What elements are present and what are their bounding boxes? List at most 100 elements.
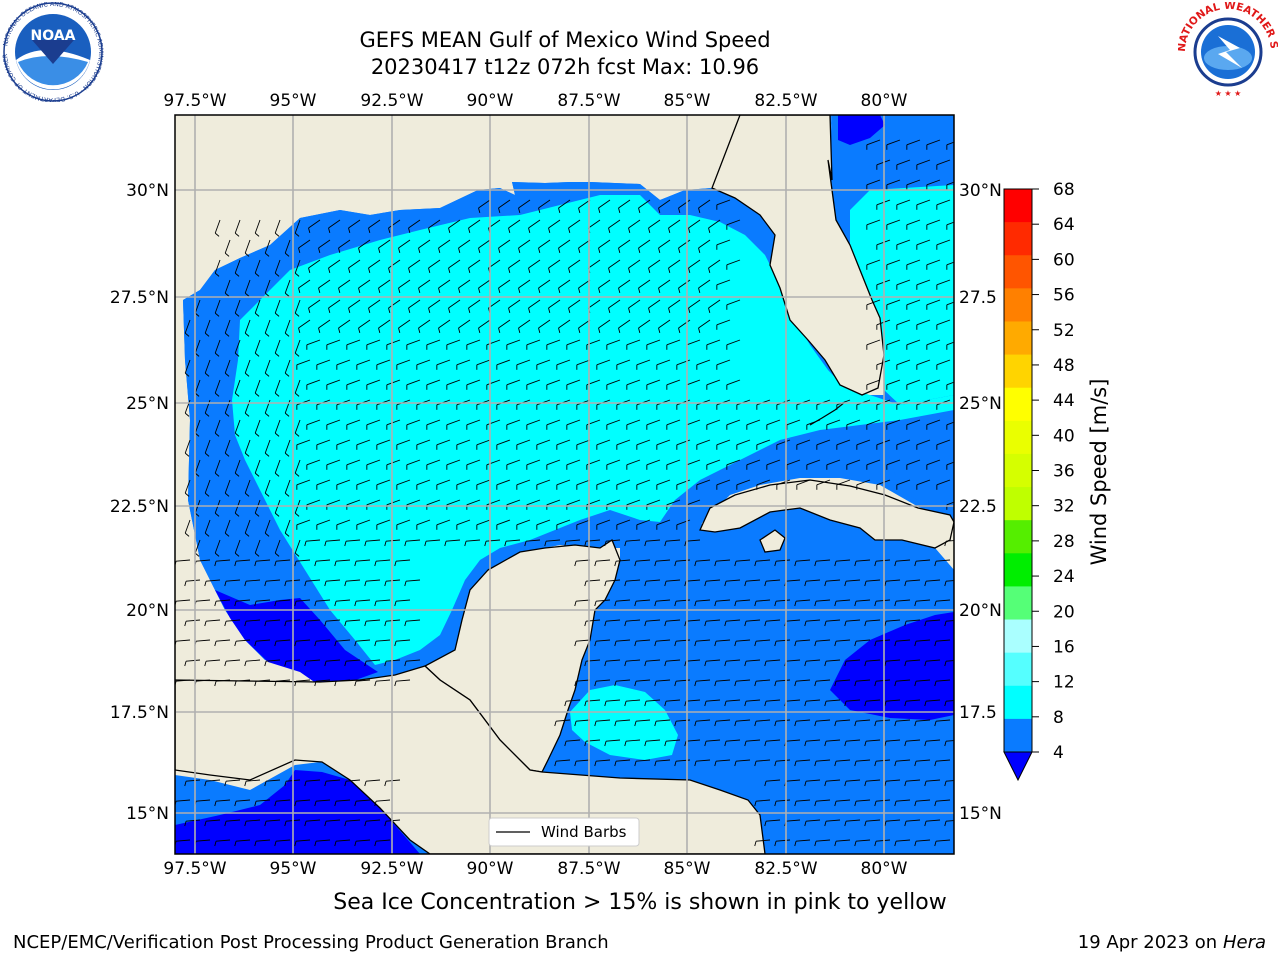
land-isle-of-youth [759, 529, 786, 553]
wind-barb [866, 139, 881, 146]
wind-barb [626, 379, 641, 386]
wind-barb [926, 219, 941, 226]
wind-barb [506, 379, 521, 386]
wind-barb [846, 619, 861, 622]
wind-barb [906, 819, 921, 822]
wind-barb-flag [734, 681, 737, 687]
wind-barb-flag [894, 841, 897, 847]
wind-barb [274, 419, 281, 434]
wind-barb [234, 419, 241, 434]
wind-barb [796, 759, 811, 762]
wind-barb [846, 739, 861, 742]
wind-barb-flag [428, 267, 431, 273]
wind-barb [636, 479, 651, 486]
wind-barb [214, 219, 221, 234]
wind-barb [866, 419, 881, 426]
wind-barb [936, 719, 951, 722]
wind-barb-flag [394, 561, 397, 567]
wind-barb [276, 799, 291, 802]
wind-barb-flag [204, 581, 207, 587]
wind-barb [906, 419, 921, 426]
wind-barb [726, 339, 741, 346]
wind-barb-flag [924, 741, 927, 747]
wind-barb-flag [204, 621, 207, 627]
wind-barb-flag [224, 332, 230, 337]
wind-barb [836, 479, 851, 486]
wind-barb [646, 619, 661, 622]
wind-barb-flag [384, 781, 387, 787]
wind-barb [338, 319, 351, 329]
wind-barb [946, 780, 954, 782]
wind-barb-flag [594, 761, 597, 767]
wind-barb-flag [594, 601, 597, 607]
wind-barb-flag [558, 287, 561, 293]
wind-barb [698, 239, 711, 249]
wind-barb-flag [338, 287, 341, 293]
wind-barb-flag [204, 332, 210, 337]
wind-barb [826, 619, 841, 622]
wind-barb [546, 539, 561, 542]
wind-barb [686, 739, 701, 742]
wind-barb-flag [704, 701, 707, 707]
wind-barb-flag [244, 621, 247, 627]
wind-barb [896, 439, 911, 446]
wind-barb [616, 639, 631, 642]
wind-barb [598, 199, 611, 209]
wind-barb [916, 319, 931, 326]
wind-barb [656, 719, 671, 722]
wind-barb [316, 359, 331, 366]
wind-barb-flag [418, 247, 421, 253]
wind-barb-flag [274, 681, 277, 687]
wind-barb-flag [214, 512, 220, 517]
wind-barb-flag [654, 721, 657, 727]
wind-barb [336, 359, 351, 366]
wind-barb [338, 239, 351, 249]
wind-barb-flag [478, 247, 481, 253]
wind-barb [486, 379, 501, 386]
wind-barb [576, 639, 591, 642]
wind-barb-flag [214, 272, 220, 277]
wind-barb-flag [834, 641, 837, 647]
wind-barb-flag [344, 821, 347, 827]
wind-barb [518, 199, 531, 209]
wind-barb [646, 739, 661, 742]
wind-barb-flag [388, 267, 391, 273]
wind-barb-flag [528, 307, 531, 313]
wind-barb [214, 299, 221, 314]
wind-barb-flag [608, 307, 611, 313]
wind-barb [508, 299, 521, 309]
wind-barb [666, 419, 681, 426]
wind-barb [936, 439, 951, 446]
colorbar-swatch [1004, 520, 1032, 554]
wind-barb-flag [234, 641, 237, 647]
lat-label-left: 15°N [126, 804, 169, 824]
wind-barb [876, 759, 891, 762]
wind-barb-flag [214, 601, 217, 607]
wind-barb-flag [854, 601, 857, 607]
wind-barb-flag [518, 287, 521, 293]
wind-barb [786, 699, 801, 702]
wind-barb [326, 579, 341, 582]
wind-barb [224, 239, 231, 254]
wind-barb-flag [688, 307, 691, 313]
wind-barb-flag [618, 327, 621, 333]
wind-barb [216, 639, 231, 642]
wind-barb [254, 459, 261, 474]
wind-barb [846, 699, 861, 702]
wind-barb [346, 619, 361, 622]
wind-barb [496, 359, 511, 366]
wind-barb [866, 619, 881, 622]
wind-barb [578, 279, 591, 289]
chart-title: GEFS MEAN Gulf of Mexico Wind Speed [359, 28, 771, 52]
wind-barb [264, 359, 271, 374]
wind-barb-flag [864, 661, 867, 667]
wind-barb [186, 819, 201, 822]
wind-barb-flag [274, 512, 280, 517]
wind-barb [836, 759, 851, 762]
wind-barb [766, 459, 781, 466]
wind-barb [588, 259, 601, 269]
wind-barb [236, 679, 251, 682]
wind-barb [216, 559, 231, 562]
lat-label-right: 22.5 [959, 497, 997, 517]
wind-barb [886, 219, 901, 226]
